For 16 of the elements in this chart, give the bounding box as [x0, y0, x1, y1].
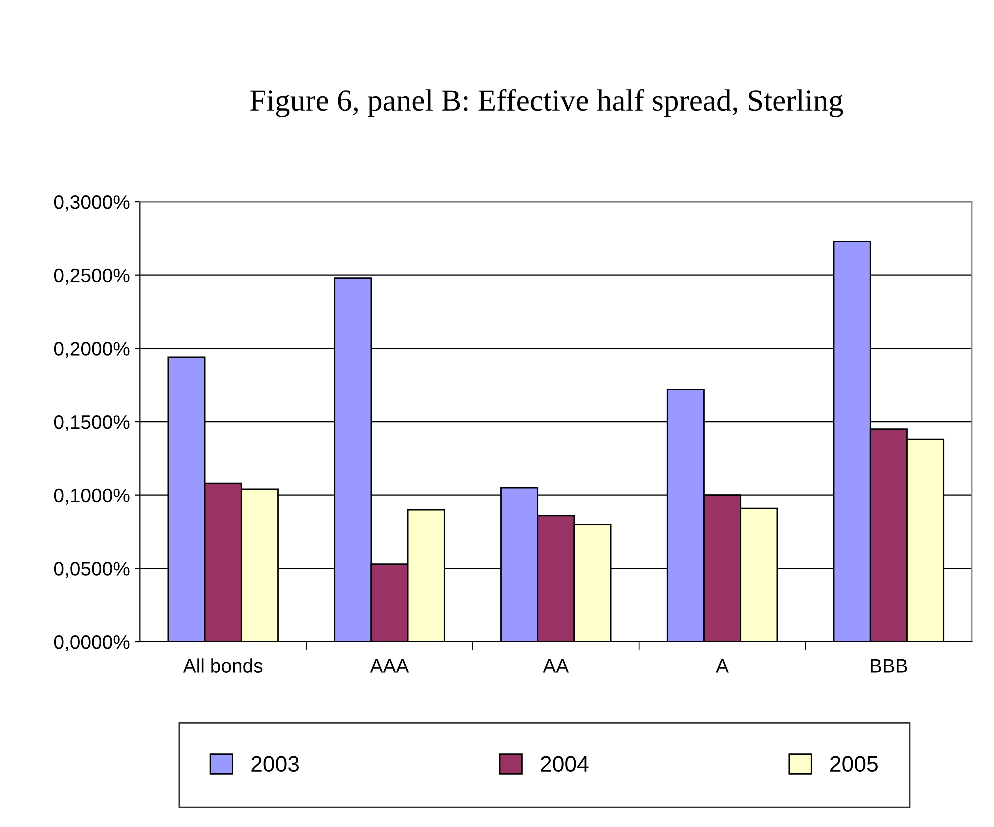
y-tick-label: 0,3000%	[54, 196, 130, 212]
x-tick-label: AAA	[370, 659, 410, 673]
y-tick-label: 0,1000%	[54, 488, 130, 505]
y-tick-label: 0,2500%	[54, 268, 130, 285]
y-tick-label: 0,0000%	[54, 635, 130, 652]
y-tick-label: 0,0500%	[54, 562, 130, 578]
x-tick-label: AA	[543, 659, 570, 673]
legend-label: 2004	[541, 756, 589, 772]
chart-title: Figure 6, panel B: Effective half spread, Sterling	[250, 89, 844, 118]
legend-label: 2005	[830, 756, 878, 772]
y-tick-label: 0,2000%	[54, 342, 130, 358]
x-tick-label: BBB	[871, 659, 908, 673]
x-tick-label: All bonds	[183, 658, 263, 673]
y-tick-label: 0,1500%	[54, 415, 130, 432]
x-tick-label: A	[716, 659, 729, 673]
legend-label: 2003	[252, 756, 300, 772]
